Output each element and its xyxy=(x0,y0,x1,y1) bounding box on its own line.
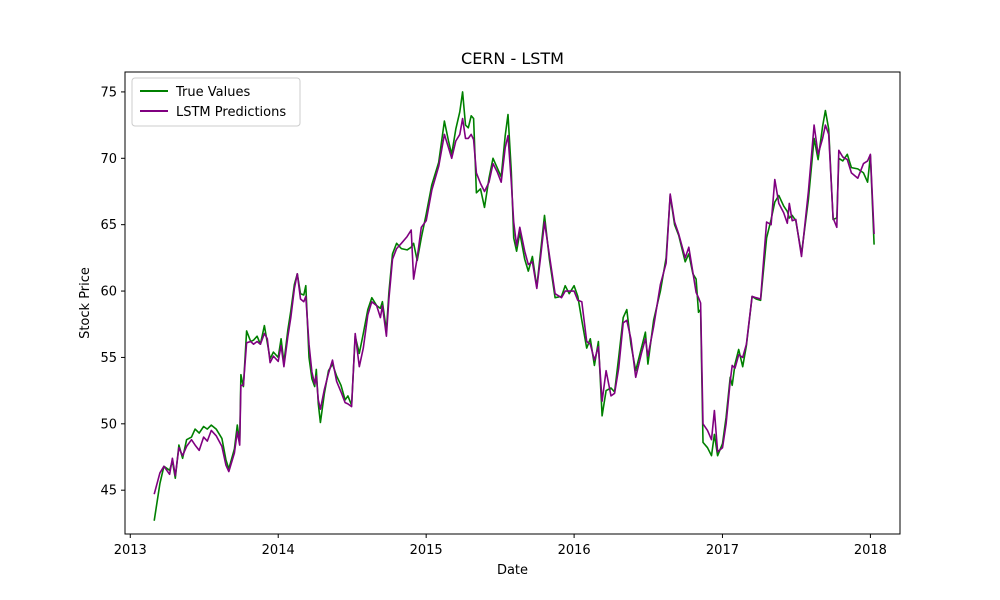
series-line-true-values xyxy=(153,91,875,521)
x-tick-label: 2013 xyxy=(114,543,147,558)
plot-axes: 2013 2014 2015 2016 2017 2018 45 50 55 60 65 70 75 xyxy=(100,85,887,558)
y-tick-label: 55 xyxy=(100,351,117,366)
plot-frame xyxy=(124,71,901,535)
legend-label: True Values xyxy=(175,85,250,100)
legend-box xyxy=(131,77,301,127)
x-axis-label: Date xyxy=(497,563,528,578)
chart-title: CERN - LSTM xyxy=(461,49,564,68)
x-tick-label: 2017 xyxy=(706,543,739,558)
y-axis-label: Stock Price xyxy=(78,267,93,339)
series-line-lstm-predictions xyxy=(153,117,875,495)
x-tick-label: 2014 xyxy=(262,543,295,558)
y-tick-label: 70 xyxy=(100,152,117,167)
x-tick-label: 2016 xyxy=(558,543,591,558)
series-layer xyxy=(153,91,875,521)
y-tick-label: 50 xyxy=(100,417,117,432)
y-tick-label: 75 xyxy=(100,85,117,100)
x-tick-label: 2018 xyxy=(854,543,887,558)
y-tick-label: 60 xyxy=(100,285,117,300)
legend-label: LSTM Predictions xyxy=(176,105,286,120)
y-tick-label: 65 xyxy=(100,218,117,233)
y-tick-label: 45 xyxy=(100,484,117,499)
legend: True Values LSTM Predictions xyxy=(131,77,301,127)
x-tick-label: 2015 xyxy=(410,543,443,558)
